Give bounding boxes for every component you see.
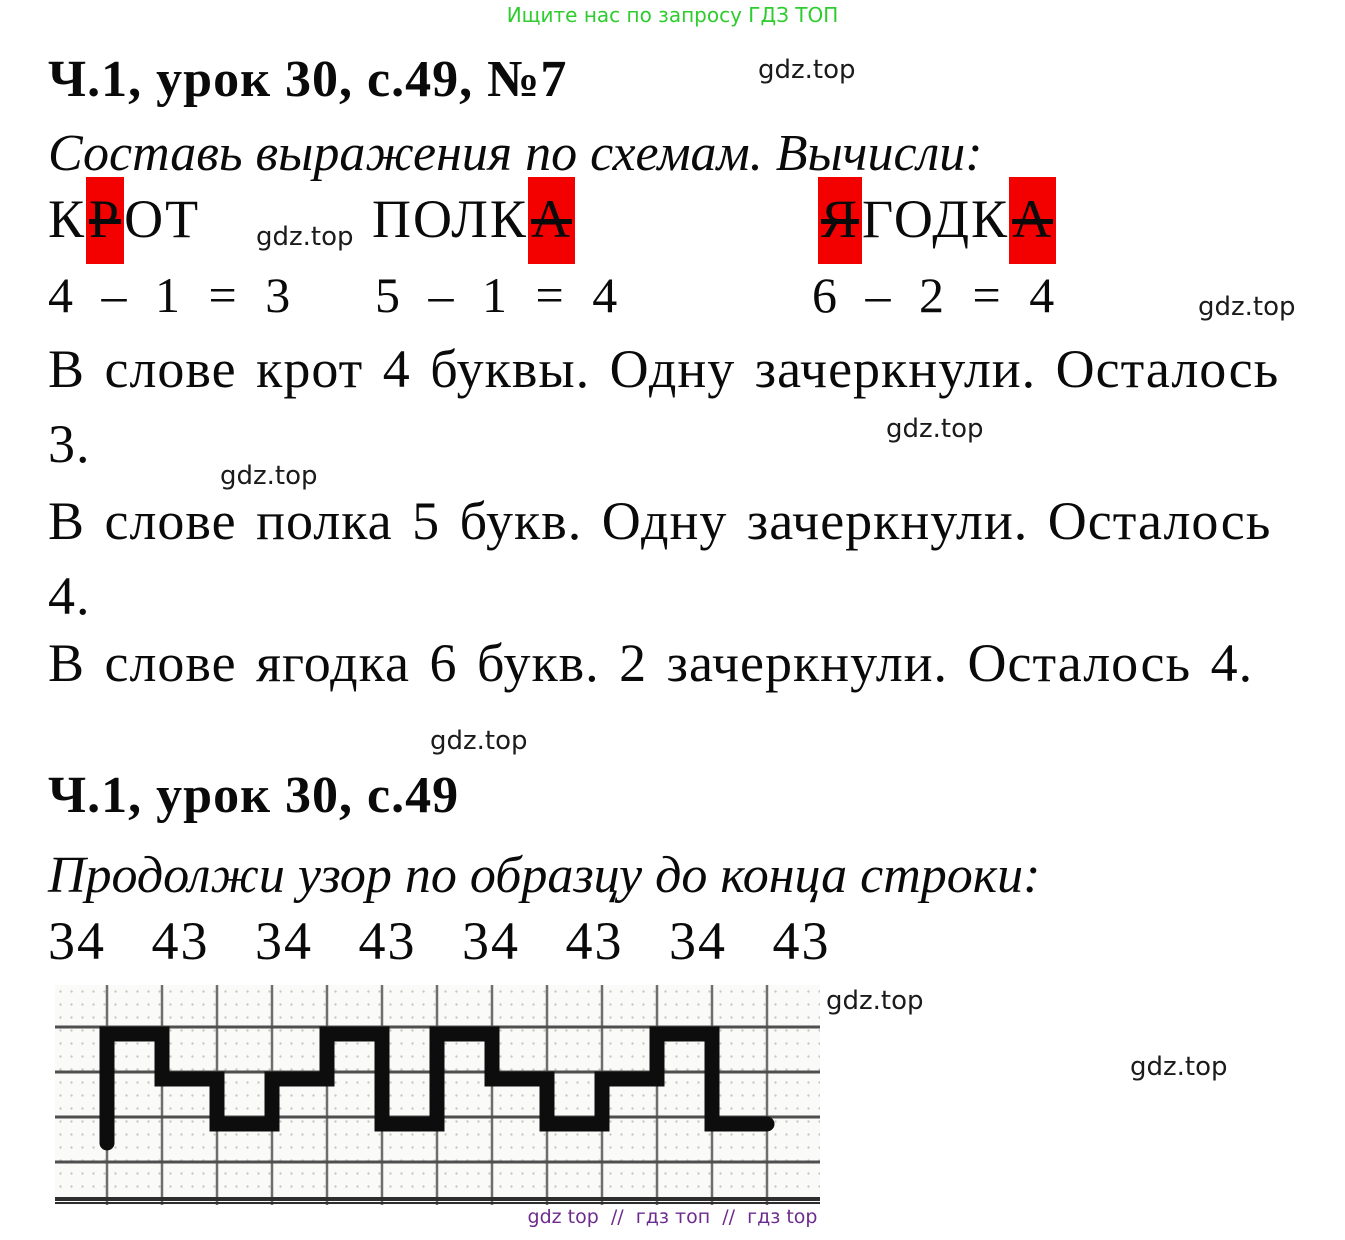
- answer-krot-line2: 3.: [48, 414, 91, 474]
- section1-heading: Ч.1, урок 30, с.49, №7: [48, 51, 568, 108]
- answer-paragraph-krot: В слове крот 4 буквы. Одну зачеркнули. О…: [48, 332, 1318, 482]
- word-polka: ПОЛКА: [372, 177, 575, 264]
- word-krot-pre: К: [48, 189, 87, 249]
- answer-krot-line1: В слове крот 4 буквы. Одну зачеркнули. О…: [48, 339, 1280, 399]
- word-krot-post: ОТ: [124, 189, 201, 249]
- watermark-gdz-top: gdz.top: [758, 55, 856, 85]
- word-yagodka-mid: ГОДК: [862, 189, 1010, 249]
- answer-paragraph-yagodka: В слове ягодка 6 букв. 2 зачеркнули. Ост…: [48, 626, 1318, 701]
- word-yagodka: ЯГОДКА: [818, 177, 1057, 264]
- section2-heading: Ч.1, урок 30, с.49: [48, 767, 460, 824]
- word-yagodka-crossed-last-letter: А: [1009, 177, 1057, 264]
- word-polka-pre: ПОЛК: [372, 189, 528, 249]
- watermark-gdz-top: gdz.top: [886, 414, 984, 444]
- answer-polka-line2: 4.: [48, 566, 91, 626]
- word-yagodka-crossed-first-letter: Я: [818, 177, 863, 264]
- pattern-numbers-row: 34 43 34 43 34 43 34 43: [48, 911, 831, 971]
- watermark-gdz-top: gdz.top: [256, 222, 354, 252]
- watermark-gdz-top: gdz.top: [1130, 1052, 1228, 1082]
- watermark-gdz-top: gdz.top: [430, 726, 528, 756]
- pattern-svg: [55, 985, 820, 1205]
- section2-task-text: Продолжи узор по образцу до конца строки…: [48, 847, 1041, 904]
- section1-task-text: Составь выражения по схемам. Вычисли:: [48, 125, 983, 182]
- watermark-gdz-top: gdz.top: [220, 461, 318, 491]
- word-krot: КРОТ: [48, 177, 201, 264]
- equation-yagodka: 6 – 2 = 4: [812, 267, 1058, 323]
- watermark-gdz-top: gdz.top: [826, 986, 924, 1016]
- answer-yagodka-line1: В слове ягодка 6 букв. 2 зачеркнули. Ост…: [48, 633, 1254, 693]
- equation-polka: 5 – 1 = 4: [375, 267, 621, 323]
- word-krot-crossed-letter: Р: [86, 177, 125, 264]
- word-polka-crossed-letter: А: [527, 177, 575, 264]
- equation-krot: 4 – 1 = 3: [48, 267, 294, 323]
- top-banner-text: Ищите нас по запросу ГДЗ ТОП: [506, 3, 839, 27]
- answer-polka-line1: В слове полка 5 букв. Одну зачеркнули. О…: [48, 491, 1272, 551]
- footer-sites-text: gdz top // гдз топ // гдз top: [527, 1206, 818, 1228]
- graph-paper-pattern-image: [55, 985, 820, 1205]
- watermark-gdz-top: gdz.top: [1198, 292, 1296, 322]
- answer-paragraph-polka: В слове полка 5 букв. Одну зачеркнули. О…: [48, 484, 1318, 634]
